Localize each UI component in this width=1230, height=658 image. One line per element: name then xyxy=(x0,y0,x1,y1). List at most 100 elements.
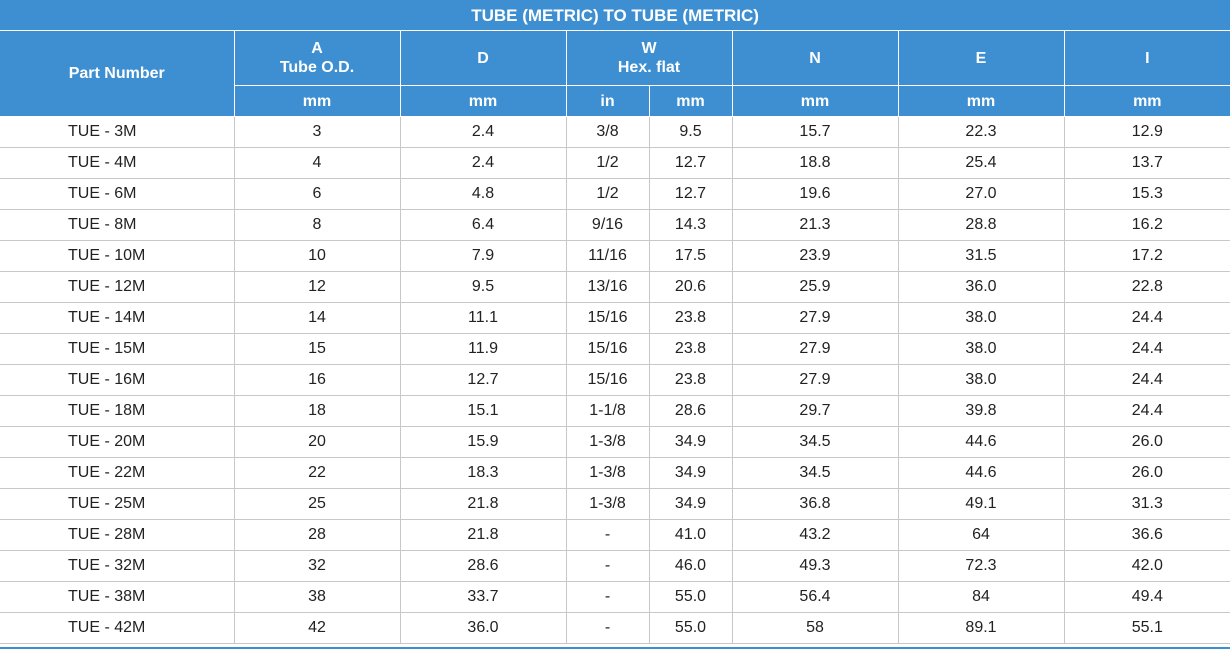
cell-tube-od: 16 xyxy=(234,364,401,396)
cell-w-mm: 41.0 xyxy=(649,519,733,551)
cell-d: 18.3 xyxy=(400,457,567,489)
cell-w-mm: 9.5 xyxy=(649,116,733,148)
cell-d: 36.0 xyxy=(400,612,567,644)
table-row: TUE - 12M 12 9.5 13/16 20.6 25.9 36.0 22.8 xyxy=(0,271,1230,303)
header-w-letter: W xyxy=(641,40,657,57)
cell-d: 15.9 xyxy=(400,426,567,458)
unit-i: mm xyxy=(1064,85,1230,117)
cell-d: 12.7 xyxy=(400,364,567,396)
cell-w-mm: 34.9 xyxy=(649,457,733,489)
cell-part-number: TUE - 18M xyxy=(0,395,235,427)
cell-i: 36.6 xyxy=(1064,519,1230,551)
cell-d: 11.1 xyxy=(400,302,567,334)
unit-n: mm xyxy=(732,85,899,117)
cell-n: 29.7 xyxy=(732,395,899,427)
cell-part-number: TUE - 3M xyxy=(0,116,235,148)
cell-e: 64 xyxy=(898,519,1065,551)
table-row: TUE - 14M 14 11.1 15/16 23.8 27.9 38.0 24.4 xyxy=(0,302,1230,334)
cell-d: 9.5 xyxy=(400,271,567,303)
cell-w-in: 1-3/8 xyxy=(566,457,650,489)
cell-w-mm: 34.9 xyxy=(649,426,733,458)
cell-e: 72.3 xyxy=(898,550,1065,582)
header-part-number: Part Number xyxy=(0,30,235,117)
table-row: TUE - 20M 20 15.9 1-3/8 34.9 34.5 44.6 26.0 xyxy=(0,426,1230,458)
cell-d: 6.4 xyxy=(400,209,567,241)
unit-e: mm xyxy=(898,85,1065,117)
cell-e: 89.1 xyxy=(898,612,1065,644)
table-row: TUE - 38M 38 33.7-55.0 56.4 84 49.4 xyxy=(0,581,1230,613)
spec-table: TUBE (METRIC) TO TUBE (METRIC) Part Numb… xyxy=(0,0,1230,644)
cell-part-number: TUE - 8M xyxy=(0,209,235,241)
cell-part-number: TUE - 10M xyxy=(0,240,235,272)
cell-tube-od: 28 xyxy=(234,519,401,551)
cell-i: 31.3 xyxy=(1064,488,1230,520)
cell-e: 38.0 xyxy=(898,364,1065,396)
cell-n: 56.4 xyxy=(732,581,899,613)
table-body: TUE - 3M 3 2.4 3/8 9.5 15.7 22.3 12.9 TUE - 4M 4 2… xyxy=(0,116,1230,644)
cell-w-mm: 28.6 xyxy=(649,395,733,427)
cell-i: 26.0 xyxy=(1064,426,1230,458)
cell-w-in: 15/16 xyxy=(566,364,650,396)
cell-d: 2.4 xyxy=(400,116,567,148)
cell-i: 24.4 xyxy=(1064,333,1230,365)
cell-e: 28.8 xyxy=(898,209,1065,241)
cell-e: 22.3 xyxy=(898,116,1065,148)
cell-d: 11.9 xyxy=(400,333,567,365)
cell-w-mm: 23.8 xyxy=(649,302,733,334)
cell-n: 19.6 xyxy=(732,178,899,210)
cell-w-in: - xyxy=(566,550,650,582)
header-w-desc: Hex. flat xyxy=(617,59,681,76)
cell-w-in: - xyxy=(566,581,650,613)
cell-part-number: TUE - 32M xyxy=(0,550,235,582)
cell-w-mm: 34.9 xyxy=(649,488,733,520)
cell-w-in: 3/8 xyxy=(566,116,650,148)
cell-d: 33.7 xyxy=(400,581,567,613)
cell-i: 17.2 xyxy=(1064,240,1230,272)
cell-part-number: TUE - 25M xyxy=(0,488,235,520)
cell-e: 44.6 xyxy=(898,457,1065,489)
cell-part-number: TUE - 14M xyxy=(0,302,235,334)
cell-w-mm: 55.0 xyxy=(649,581,733,613)
cell-w-mm: 12.7 xyxy=(649,178,733,210)
cell-part-number: TUE - 16M xyxy=(0,364,235,396)
cell-part-number: TUE - 12M xyxy=(0,271,235,303)
header-i: I xyxy=(1064,30,1230,86)
cell-part-number: TUE - 22M xyxy=(0,457,235,489)
cell-part-number: TUE - 20M xyxy=(0,426,235,458)
cell-e: 31.5 xyxy=(898,240,1065,272)
cell-e: 25.4 xyxy=(898,147,1065,179)
cell-w-in: 9/16 xyxy=(566,209,650,241)
cell-tube-od: 42 xyxy=(234,612,401,644)
cell-i: 49.4 xyxy=(1064,581,1230,613)
cell-e: 39.8 xyxy=(898,395,1065,427)
cell-n: 27.9 xyxy=(732,364,899,396)
cell-d: 28.6 xyxy=(400,550,567,582)
cell-e: 84 xyxy=(898,581,1065,613)
cell-w-in: 1-3/8 xyxy=(566,488,650,520)
table-row: TUE - 22M 22 18.3 1-3/8 34.9 34.5 44.6 26.0 xyxy=(0,457,1230,489)
header-a: A Tube O.D. xyxy=(234,30,401,86)
cell-i: 24.4 xyxy=(1064,395,1230,427)
cell-n: 18.8 xyxy=(732,147,899,179)
cell-n: 23.9 xyxy=(732,240,899,272)
column-header-row: Part Number A Tube O.D. D W Hex. flat N … xyxy=(0,30,1230,117)
cell-e: 49.1 xyxy=(898,488,1065,520)
table-header: TUBE (METRIC) TO TUBE (METRIC) Part Numb… xyxy=(0,0,1230,117)
cell-d: 21.8 xyxy=(400,488,567,520)
table-row: TUE - 15M 15 11.9 15/16 23.8 27.9 38.0 24.4 xyxy=(0,333,1230,365)
cell-w-in: 13/16 xyxy=(566,271,650,303)
cell-tube-od: 38 xyxy=(234,581,401,613)
header-n: N xyxy=(732,30,899,86)
cell-part-number: TUE - 38M xyxy=(0,581,235,613)
cell-n: 36.8 xyxy=(732,488,899,520)
table-row: TUE - 8M 8 6.4 9/16 14.3 21.3 28.8 16.2 xyxy=(0,209,1230,241)
unit-w-in: in xyxy=(566,85,650,117)
cell-i: 12.9 xyxy=(1064,116,1230,148)
cell-w-mm: 17.5 xyxy=(649,240,733,272)
cell-i: 15.3 xyxy=(1064,178,1230,210)
cell-n: 15.7 xyxy=(732,116,899,148)
cell-d: 4.8 xyxy=(400,178,567,210)
cell-n: 49.3 xyxy=(732,550,899,582)
cell-tube-od: 8 xyxy=(234,209,401,241)
cell-n: 27.9 xyxy=(732,302,899,334)
